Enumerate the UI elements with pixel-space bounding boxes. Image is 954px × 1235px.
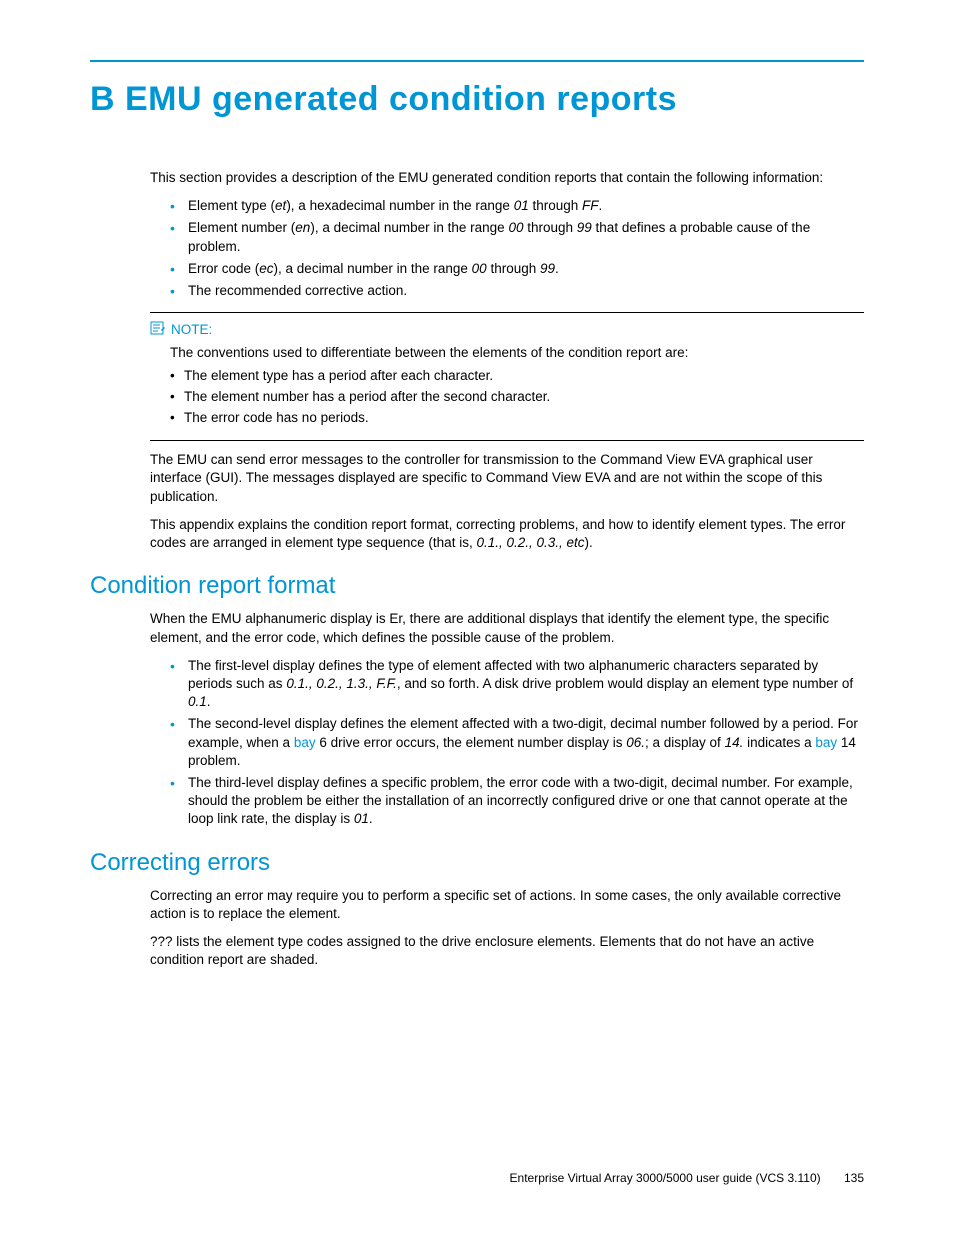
top-rule	[90, 60, 864, 62]
list-item: The third-level display defines a specif…	[170, 774, 864, 829]
note-label: NOTE:	[171, 322, 212, 337]
list-item: The second-level display defines the ele…	[170, 715, 864, 770]
page-footer: Enterprise Virtual Array 3000/5000 user …	[510, 1171, 864, 1185]
page-title: B EMU generated condition reports	[90, 80, 864, 119]
section1-bullet-list: The first-level display defines the type…	[170, 657, 864, 829]
link-bay[interactable]: bay	[294, 735, 316, 750]
intro-paragraph: This section provides a description of t…	[150, 169, 864, 187]
intro-bullet-list: Element type (et), a hexadecimal number …	[170, 197, 864, 300]
list-item: Element number (en), a decimal number in…	[170, 219, 864, 255]
para2-italic: 0.1., 0.2., 0.3., etc	[476, 535, 584, 550]
section1-intro: When the EMU alphanumeric display is Er,…	[150, 610, 864, 646]
note-icon	[150, 321, 166, 338]
note-text: The conventions used to differentiate be…	[170, 344, 864, 362]
list-item: Element type (et), a hexadecimal number …	[170, 197, 864, 215]
list-item: The first-level display defines the type…	[170, 657, 864, 712]
list-item: Error code (ec), a decimal number in the…	[170, 260, 864, 278]
list-item: The error code has no periods.	[170, 409, 864, 427]
note-list: The element type has a period after each…	[170, 367, 864, 428]
document-page: B EMU generated condition reports This s…	[0, 0, 954, 1020]
section-heading-condition-report-format: Condition report format	[90, 572, 864, 600]
section2-para2: ??? lists the element type codes assigne…	[150, 933, 864, 969]
paragraph-gui: The EMU can send error messages to the c…	[150, 451, 864, 506]
list-item: The element type has a period after each…	[170, 367, 864, 385]
link-bay[interactable]: bay	[815, 735, 837, 750]
note-box: NOTE: The conventions used to differenti…	[150, 312, 864, 441]
list-item: The element number has a period after th…	[170, 388, 864, 406]
note-header: NOTE:	[150, 321, 864, 338]
list-item: The recommended corrective action.	[170, 282, 864, 300]
section2-para1: Correcting an error may require you to p…	[150, 887, 864, 923]
paragraph-appendix: This appendix explains the condition rep…	[150, 516, 864, 552]
footer-text: Enterprise Virtual Array 3000/5000 user …	[510, 1171, 821, 1185]
para2-post: ).	[585, 535, 593, 550]
section-heading-correcting-errors: Correcting errors	[90, 849, 864, 877]
footer-page-number: 135	[844, 1171, 864, 1185]
